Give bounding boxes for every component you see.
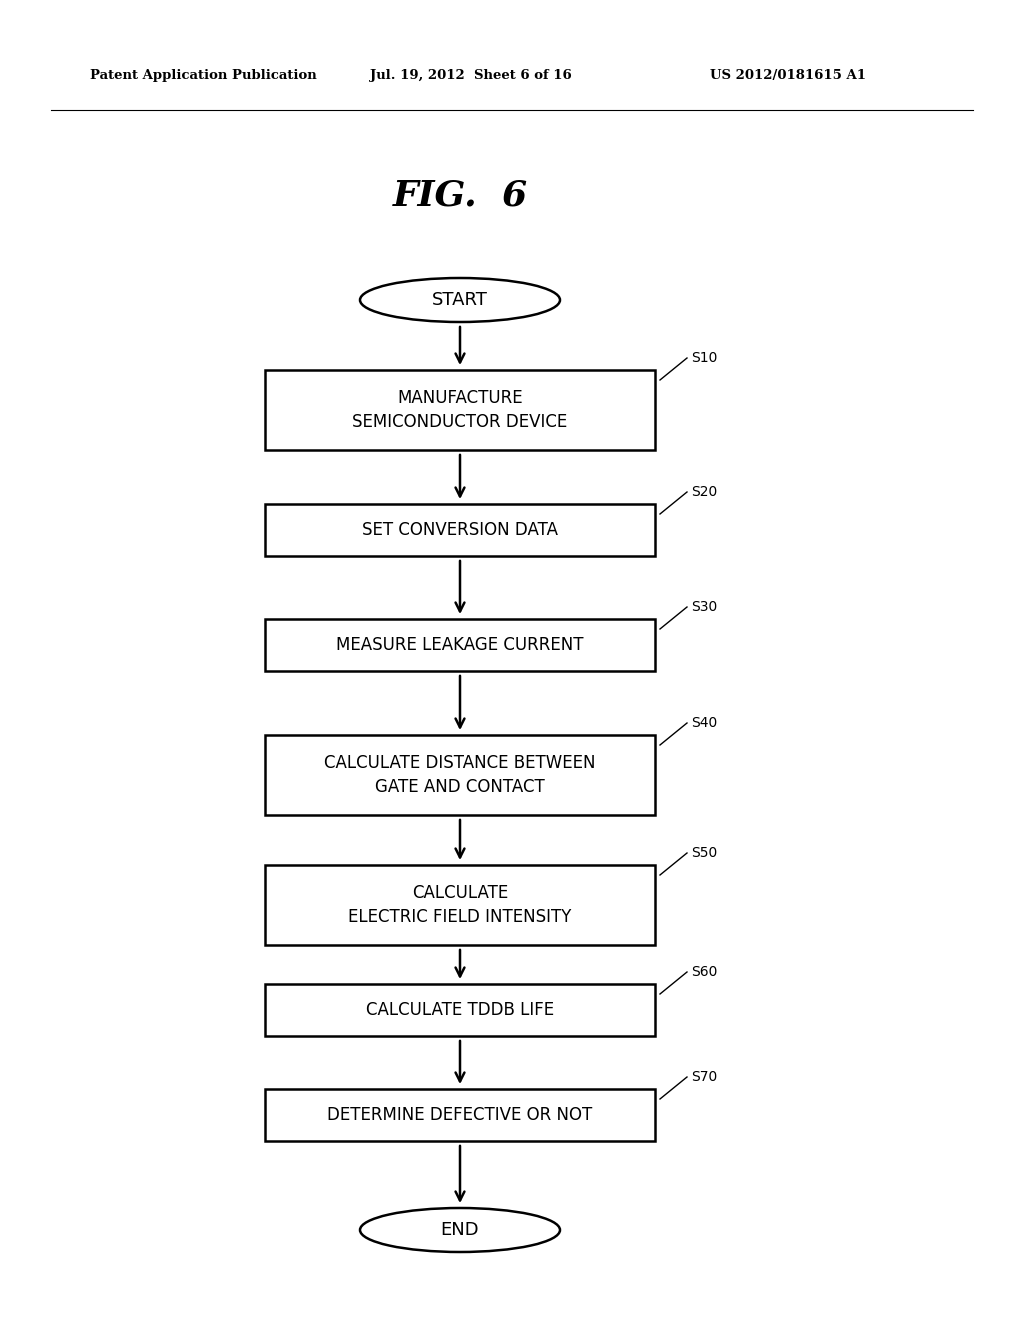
Text: Jul. 19, 2012  Sheet 6 of 16: Jul. 19, 2012 Sheet 6 of 16 <box>370 69 571 82</box>
Text: S30: S30 <box>691 601 717 614</box>
Text: S20: S20 <box>691 484 717 499</box>
Text: END: END <box>440 1221 479 1239</box>
Text: Patent Application Publication: Patent Application Publication <box>90 69 316 82</box>
Text: S50: S50 <box>691 846 717 861</box>
Text: S70: S70 <box>691 1071 717 1084</box>
Text: SET CONVERSION DATA: SET CONVERSION DATA <box>362 521 558 539</box>
Text: MEASURE LEAKAGE CURRENT: MEASURE LEAKAGE CURRENT <box>336 636 584 653</box>
Text: CALCULATE
ELECTRIC FIELD INTENSITY: CALCULATE ELECTRIC FIELD INTENSITY <box>348 884 571 925</box>
Text: MANUFACTURE
SEMICONDUCTOR DEVICE: MANUFACTURE SEMICONDUCTOR DEVICE <box>352 389 567 430</box>
Text: CALCULATE DISTANCE BETWEEN
GATE AND CONTACT: CALCULATE DISTANCE BETWEEN GATE AND CONT… <box>325 754 596 796</box>
Text: FIG.  6: FIG. 6 <box>392 178 527 213</box>
Text: CALCULATE TDDB LIFE: CALCULATE TDDB LIFE <box>366 1001 554 1019</box>
Text: US 2012/0181615 A1: US 2012/0181615 A1 <box>710 69 866 82</box>
Text: S60: S60 <box>691 965 718 979</box>
Text: START: START <box>432 290 488 309</box>
Text: S10: S10 <box>691 351 718 366</box>
Text: S40: S40 <box>691 715 717 730</box>
Text: DETERMINE DEFECTIVE OR NOT: DETERMINE DEFECTIVE OR NOT <box>328 1106 593 1125</box>
